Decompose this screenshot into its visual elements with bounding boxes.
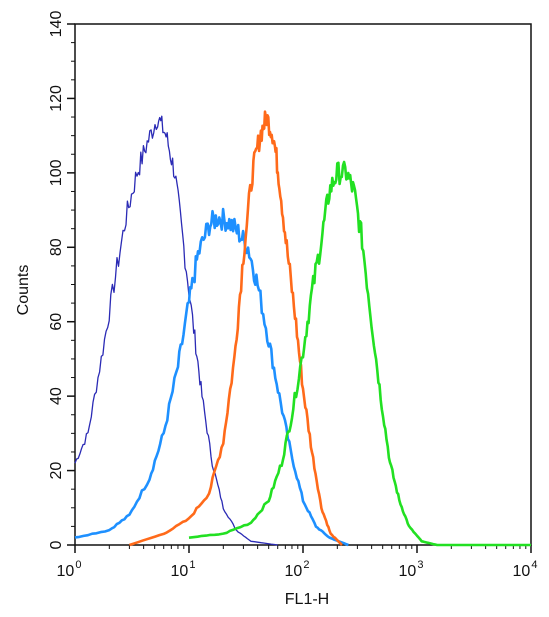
x-tick-label: 101 [171,559,196,580]
y-tick-label: 120 [48,85,65,112]
x-tick-label: 104 [513,559,538,580]
y-tick-label: 140 [48,11,65,38]
x-axis-title: FL1-H [285,591,329,608]
y-tick-label: 80 [48,238,65,256]
series-line-2 [74,207,349,547]
y-tick-label: 0 [48,540,65,549]
y-tick-label: 40 [48,387,65,405]
y-axis-ticks: 0 20 40 60 80 100 120 140 [48,11,75,549]
series-line-1 [74,115,278,546]
y-tick-label: 100 [48,159,65,186]
x-axis-ticks: 100 101 102 103 104 [57,545,538,580]
x-tick-label: 103 [399,559,424,580]
y-axis-title: Counts [15,265,32,316]
y-tick-label: 20 [48,462,65,480]
plot-frame [74,23,532,546]
series-line-3 [128,110,343,547]
series-layer [74,110,531,547]
series-line-4 [188,160,531,547]
x-tick-label: 100 [57,559,82,580]
y-tick-label: 60 [48,313,65,331]
x-tick-label: 102 [285,559,310,580]
